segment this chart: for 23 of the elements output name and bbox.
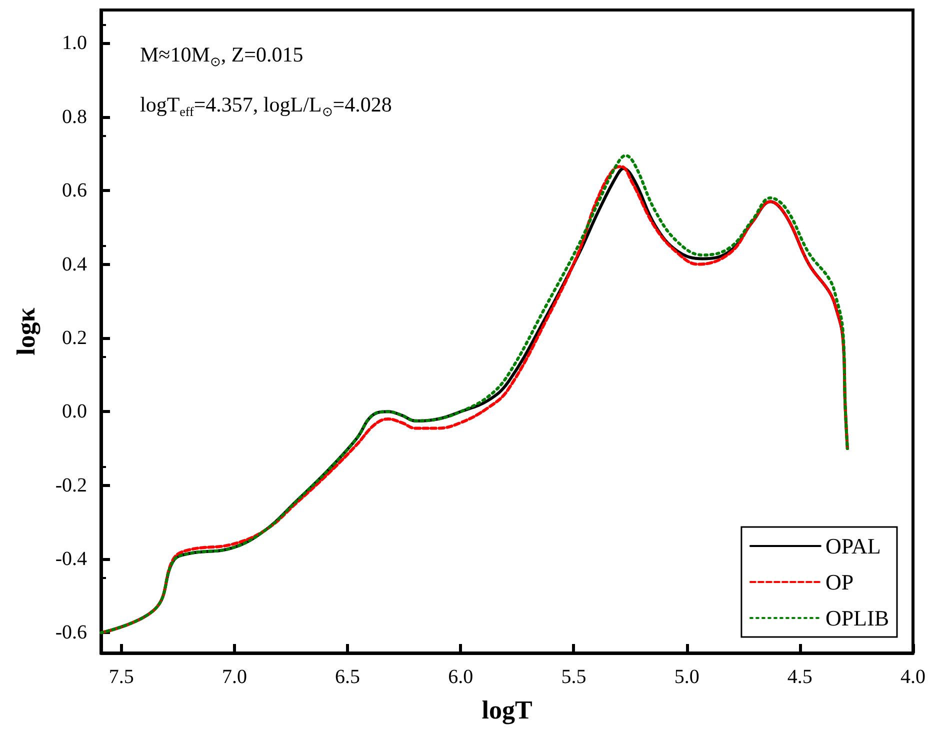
legend-label: OPAL	[825, 534, 881, 558]
annotation: M≈10M⊙, Z=0.015	[140, 42, 304, 69]
x-tick-label: 7.5	[108, 666, 134, 688]
legend-label: OP	[825, 570, 854, 594]
y-tick-label: -0.2	[55, 474, 87, 496]
y-axis-title: logκ	[12, 307, 40, 356]
y-tick-label: 0.4	[62, 253, 87, 276]
x-tick-label: 4.0	[900, 666, 926, 688]
y-tick-label: 0.0	[62, 400, 87, 423]
x-axis-title: logT	[482, 696, 532, 724]
legend-label: OPLIB	[825, 606, 889, 630]
x-tick-label: 6.0	[448, 666, 474, 688]
x-tick-label: 6.5	[335, 666, 360, 688]
y-tick-label: 0.2	[62, 326, 87, 349]
y-tick-label: -0.6	[55, 622, 87, 644]
y-tick-label: 1.0	[62, 32, 87, 54]
x-tick-label: 5.0	[674, 666, 700, 688]
x-tick-label: 5.5	[561, 666, 586, 688]
x-tick-label: 4.5	[787, 666, 812, 688]
y-tick-label: 0.6	[62, 180, 87, 202]
x-tick-label: 7.0	[222, 666, 247, 688]
y-tick-label: 0.8	[62, 106, 87, 128]
y-tick-label: -0.4	[55, 548, 87, 570]
